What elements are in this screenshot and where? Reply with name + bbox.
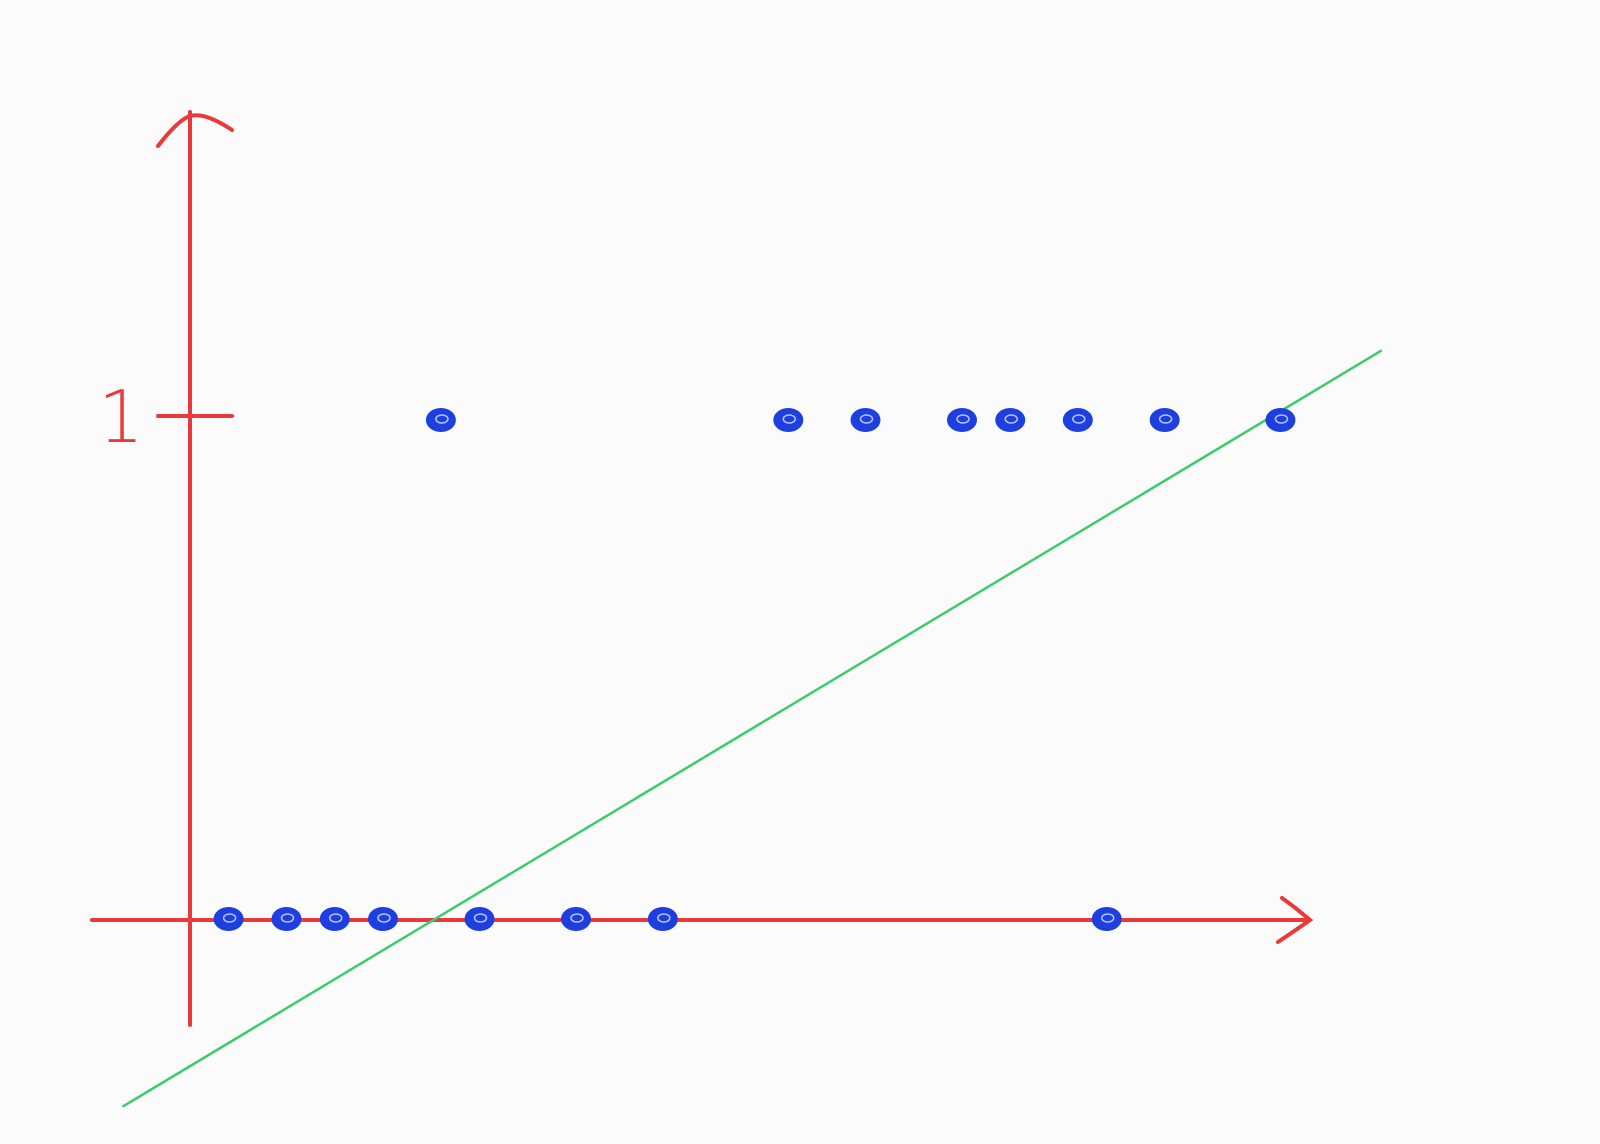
data-point [1265, 408, 1296, 432]
y-axis-arrowhead [156, 113, 234, 148]
data-point-highlight [1004, 414, 1018, 424]
data-point-body [213, 907, 244, 931]
data-point [464, 907, 495, 931]
data-point-body [1265, 408, 1296, 432]
data-point-highlight [435, 414, 449, 424]
data-point-highlight [222, 913, 237, 923]
tick-labels: 1 [98, 375, 144, 459]
data-point-body [464, 907, 495, 931]
data-point [850, 408, 881, 432]
fit-line-group [121, 349, 1383, 1108]
data-point-body [319, 907, 350, 931]
data-point-body [1062, 408, 1093, 432]
data-point [1091, 907, 1122, 931]
data-point [1149, 408, 1180, 432]
data-point [647, 907, 678, 931]
data-point [368, 907, 398, 931]
data-point-body [271, 907, 302, 931]
data-point-highlight [1158, 414, 1173, 424]
data-point-body [425, 408, 456, 432]
data-point-body [773, 408, 804, 432]
data-point [213, 907, 244, 931]
data-point-body [1091, 907, 1122, 931]
data-point [425, 408, 456, 432]
data-point-highlight [377, 913, 391, 923]
data-point-highlight [473, 913, 488, 923]
data-point [1062, 408, 1093, 432]
data-point [995, 408, 1026, 432]
data-point-body [647, 907, 678, 931]
data-point-body [850, 408, 881, 432]
data-point [773, 408, 804, 432]
data-point-highlight [1101, 913, 1115, 923]
data-point-body [995, 408, 1026, 432]
data-point-highlight [859, 414, 874, 424]
data-point-highlight [280, 913, 295, 923]
data-point-highlight [956, 414, 970, 424]
data-point-body [368, 907, 398, 931]
data-point-highlight [657, 913, 671, 923]
data-point [561, 907, 591, 931]
fit-line [121, 349, 1383, 1108]
data-point-body [1149, 408, 1180, 432]
data-points [213, 408, 1296, 931]
data-point [319, 907, 350, 931]
x-axis-arrowhead [1276, 896, 1314, 944]
y-tick-label: 1 [98, 375, 144, 459]
data-point-highlight [1274, 414, 1289, 424]
data-point-highlight [1072, 414, 1086, 424]
data-point-body [561, 907, 591, 931]
data-point-highlight [329, 913, 343, 923]
axes [90, 110, 1314, 1027]
data-point [947, 408, 977, 432]
data-point-highlight [782, 414, 797, 424]
data-point-highlight [570, 913, 584, 923]
data-point-body [947, 408, 977, 432]
data-point [271, 907, 302, 931]
